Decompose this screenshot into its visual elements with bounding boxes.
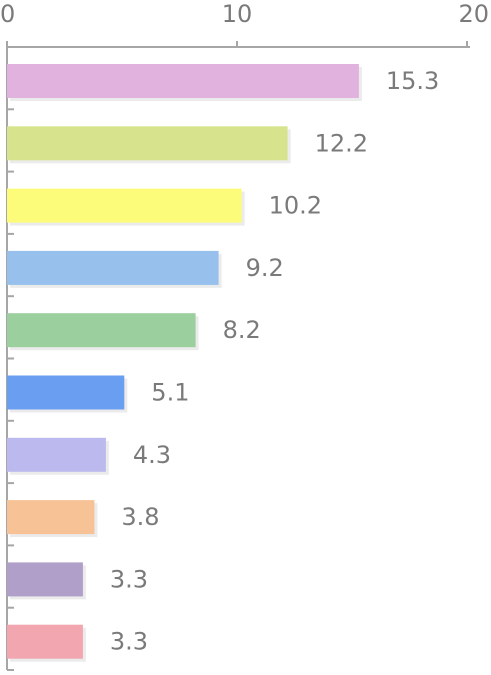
bar [7,313,196,348]
data-label: 10.2 [269,192,322,220]
data-label: 4.3 [133,441,171,469]
x-tick-label: 10 [222,0,253,28]
bar [7,375,125,410]
bar [7,562,83,597]
data-label: 8.2 [223,316,261,344]
data-label: 9.2 [246,254,284,282]
bar [7,437,106,472]
x-tick-label: 20 [458,0,489,28]
bar [7,126,288,161]
x-tick-label: 0 [0,0,15,28]
bar [7,250,219,285]
data-label: 12.2 [315,129,368,157]
bar [7,500,95,535]
bar [7,64,359,98]
bar [7,188,242,223]
data-label: 3.3 [110,628,148,656]
data-labels: 15.3 12.2 10.2 9.2 8.2 5.1 4.3 3.8 3.3 3.3 [110,67,439,656]
data-label: 5.1 [151,379,189,407]
bar [7,624,83,659]
data-label: 3.8 [121,503,159,531]
data-label: 3.3 [110,565,148,593]
data-label: 15.3 [386,67,439,95]
bars [7,64,362,662]
